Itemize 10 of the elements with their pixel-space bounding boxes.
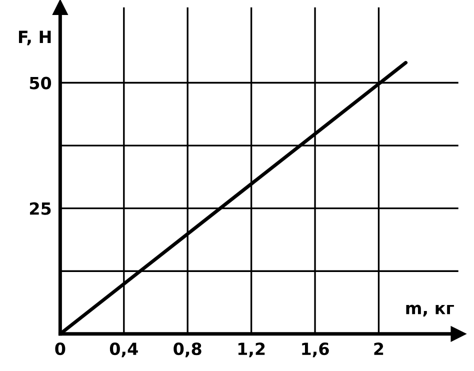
- x-tick-label: 0: [55, 342, 66, 356]
- y-tick-label: 25: [30, 202, 51, 215]
- x-tick-label: 1,6: [302, 342, 329, 358]
- x-tick-label: 2: [374, 342, 384, 355]
- x-axis-title: m, кг: [406, 304, 454, 316]
- x-tick-label: 0,8: [174, 342, 202, 358]
- y-axis-title: F, Н: [18, 30, 51, 46]
- y-tick-label: 50: [30, 76, 52, 90]
- x-tick-label: 1,2: [238, 342, 265, 358]
- x-tick-label: 0,4: [110, 342, 138, 358]
